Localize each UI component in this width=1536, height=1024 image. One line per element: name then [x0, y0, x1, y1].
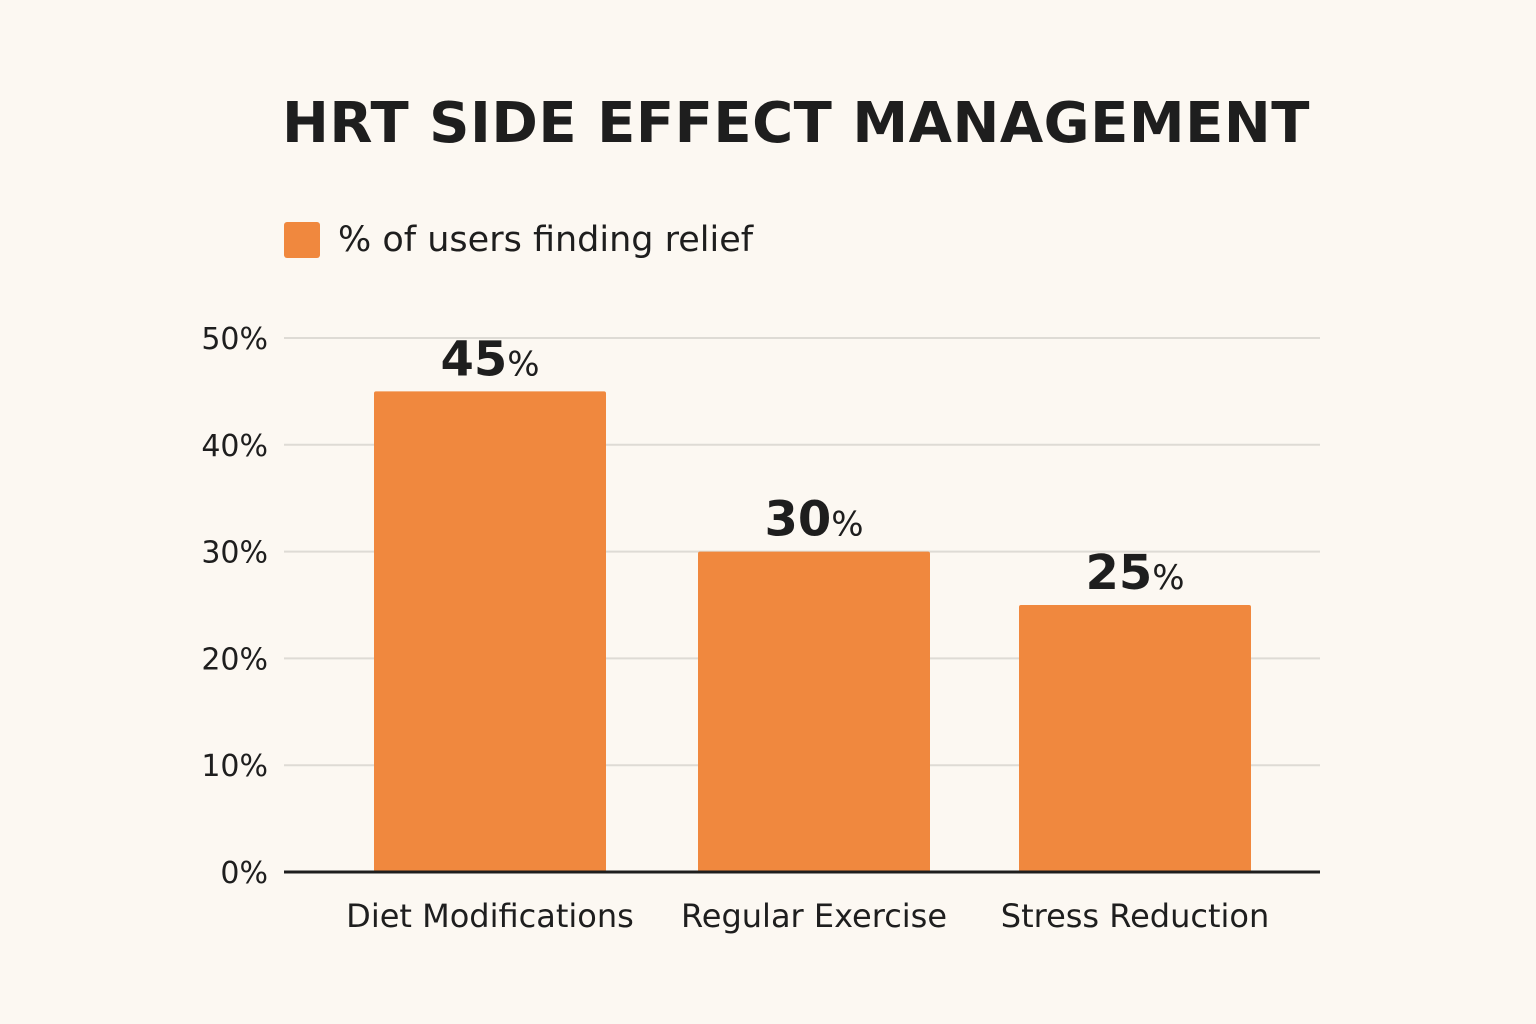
y-tick-label: 0%: [220, 856, 268, 891]
y-tick-label: 10%: [201, 749, 268, 784]
bar-value-label: 30%: [764, 492, 863, 548]
bar-value-label: 45%: [440, 331, 539, 387]
x-category-label: Stress Reduction: [1001, 897, 1269, 935]
bar-value-label: 25%: [1085, 545, 1184, 601]
legend-swatch: [284, 222, 320, 258]
chart-title: HRT SIDE EFFECT MANAGEMENT: [282, 91, 1310, 156]
y-tick-label: 30%: [201, 536, 268, 571]
legend-label: % of users finding relief: [338, 220, 754, 260]
legend: % of users finding relief: [284, 218, 753, 262]
y-tick-label: 40%: [201, 429, 268, 464]
x-category-label: Diet Modifications: [346, 897, 634, 935]
y-tick-label: 50%: [201, 322, 268, 357]
x-category-label: Regular Exercise: [681, 897, 947, 935]
bar: [1019, 605, 1251, 872]
bar: [374, 391, 606, 872]
y-tick-label: 20%: [201, 642, 268, 677]
bar: [698, 551, 930, 872]
